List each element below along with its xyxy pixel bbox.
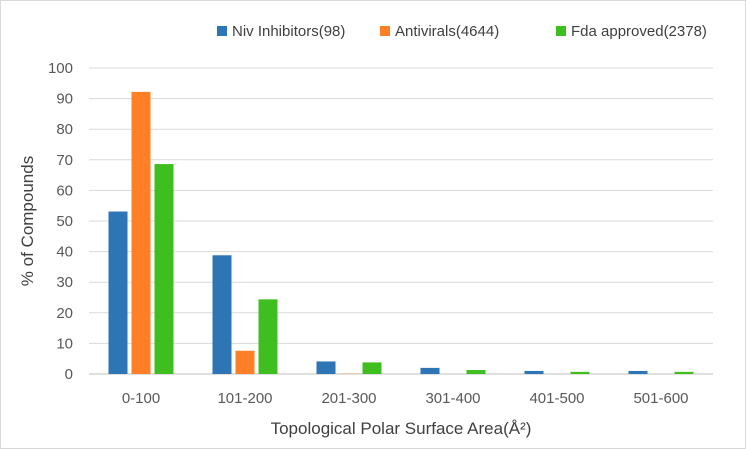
x-tick-label: 501-600: [633, 390, 688, 407]
gridlines: [89, 68, 713, 374]
y-tick-label: 10: [56, 335, 73, 352]
bar: [236, 351, 255, 374]
bar: [363, 362, 382, 374]
bar: [155, 164, 174, 374]
y-axis-title: % of Compounds: [18, 156, 37, 286]
legend-label: Antivirals(4644): [395, 23, 499, 40]
x-axis-title: Topological Polar Surface Area(Å²): [271, 419, 532, 438]
bars: [109, 92, 694, 374]
bar: [421, 368, 440, 374]
bar: [132, 92, 151, 374]
y-tick-label: 70: [56, 152, 73, 169]
y-tick-labels: 0 10 20 30 40 50 60 70 80 90 100: [48, 60, 73, 383]
y-tick-label: 100: [48, 60, 73, 77]
legend-swatch: [217, 26, 227, 36]
x-tick-label: 101-200: [217, 390, 272, 407]
x-tick-label: 201-300: [321, 390, 376, 407]
bar: [629, 371, 648, 374]
legend: Niv Inhibitors(98) Antivirals(4644) Fda ap…: [217, 23, 707, 40]
bar: [259, 299, 278, 374]
bar: [525, 371, 544, 374]
bar: [213, 255, 232, 374]
bar: [675, 372, 694, 374]
x-tick-label: 0-100: [122, 390, 160, 407]
y-tick-label: 20: [56, 305, 73, 322]
x-tick-labels: 0-100 101-200 201-300 301-400 401-500 501-600: [122, 390, 689, 407]
y-tick-label: 40: [56, 244, 73, 261]
legend-label: Niv Inhibitors(98): [232, 23, 345, 40]
x-tick-label: 401-500: [529, 390, 584, 407]
y-tick-label: 0: [65, 366, 73, 383]
legend-label: Fda approved(2378): [571, 23, 707, 40]
bar: [571, 372, 590, 374]
legend-swatch: [556, 26, 566, 36]
y-tick-label: 90: [56, 91, 73, 108]
y-tick-label: 60: [56, 182, 73, 199]
bar: [467, 370, 486, 374]
legend-swatch: [380, 26, 390, 36]
x-tick-label: 301-400: [425, 390, 480, 407]
y-tick-label: 80: [56, 121, 73, 138]
y-tick-label: 30: [56, 274, 73, 291]
bar: [109, 212, 128, 374]
bar: [317, 361, 336, 374]
y-tick-label: 50: [56, 213, 73, 230]
